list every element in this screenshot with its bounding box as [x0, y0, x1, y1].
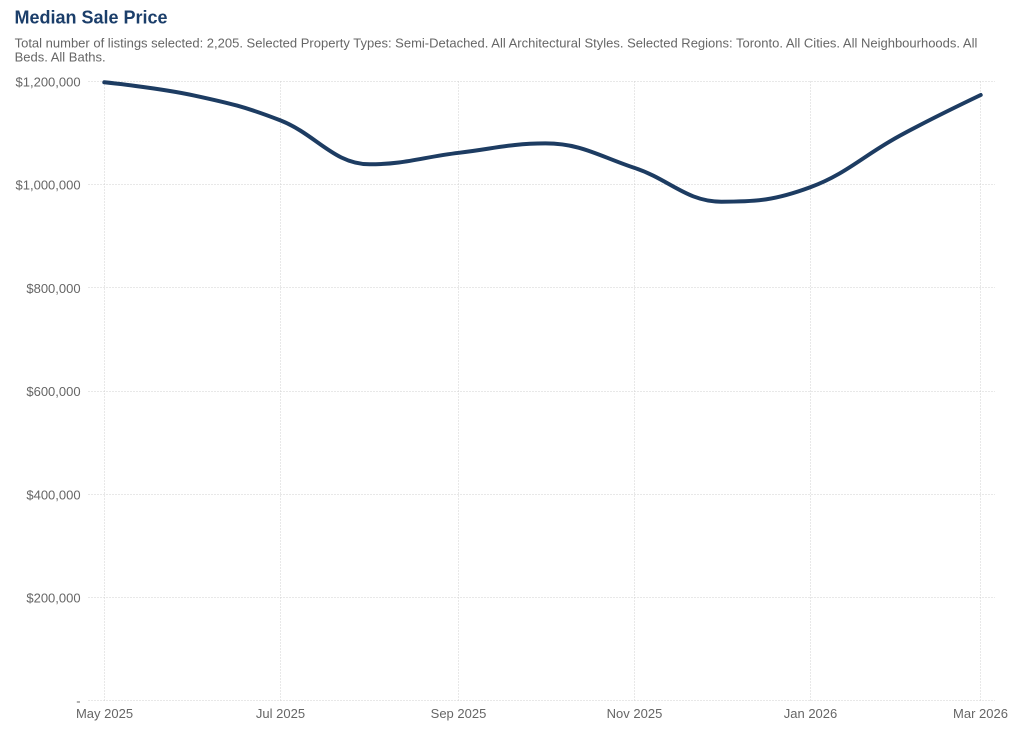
svg-text:Median Sale Price: Median Sale Price	[15, 8, 168, 28]
svg-text:Sep 2025: Sep 2025	[431, 706, 487, 721]
svg-text:Mar 2026: Mar 2026	[953, 706, 1008, 721]
svg-text:$1,200,000: $1,200,000	[16, 75, 81, 90]
svg-text:-: -	[76, 694, 80, 709]
svg-text:Total number of listings selec: Total number of listings selected: 2,205…	[15, 35, 978, 50]
svg-text:Jul 2025: Jul 2025	[256, 706, 305, 721]
svg-text:$800,000: $800,000	[26, 281, 80, 296]
svg-text:May 2025: May 2025	[76, 706, 133, 721]
svg-text:$600,000: $600,000	[26, 384, 80, 399]
svg-text:Beds. All Baths.: Beds. All Baths.	[15, 50, 106, 65]
svg-text:$1,000,000: $1,000,000	[16, 178, 81, 193]
svg-text:Jan 2026: Jan 2026	[784, 706, 838, 721]
svg-text:$400,000: $400,000	[26, 487, 80, 502]
svg-text:Nov 2025: Nov 2025	[607, 706, 663, 721]
svg-text:$200,000: $200,000	[26, 591, 80, 606]
